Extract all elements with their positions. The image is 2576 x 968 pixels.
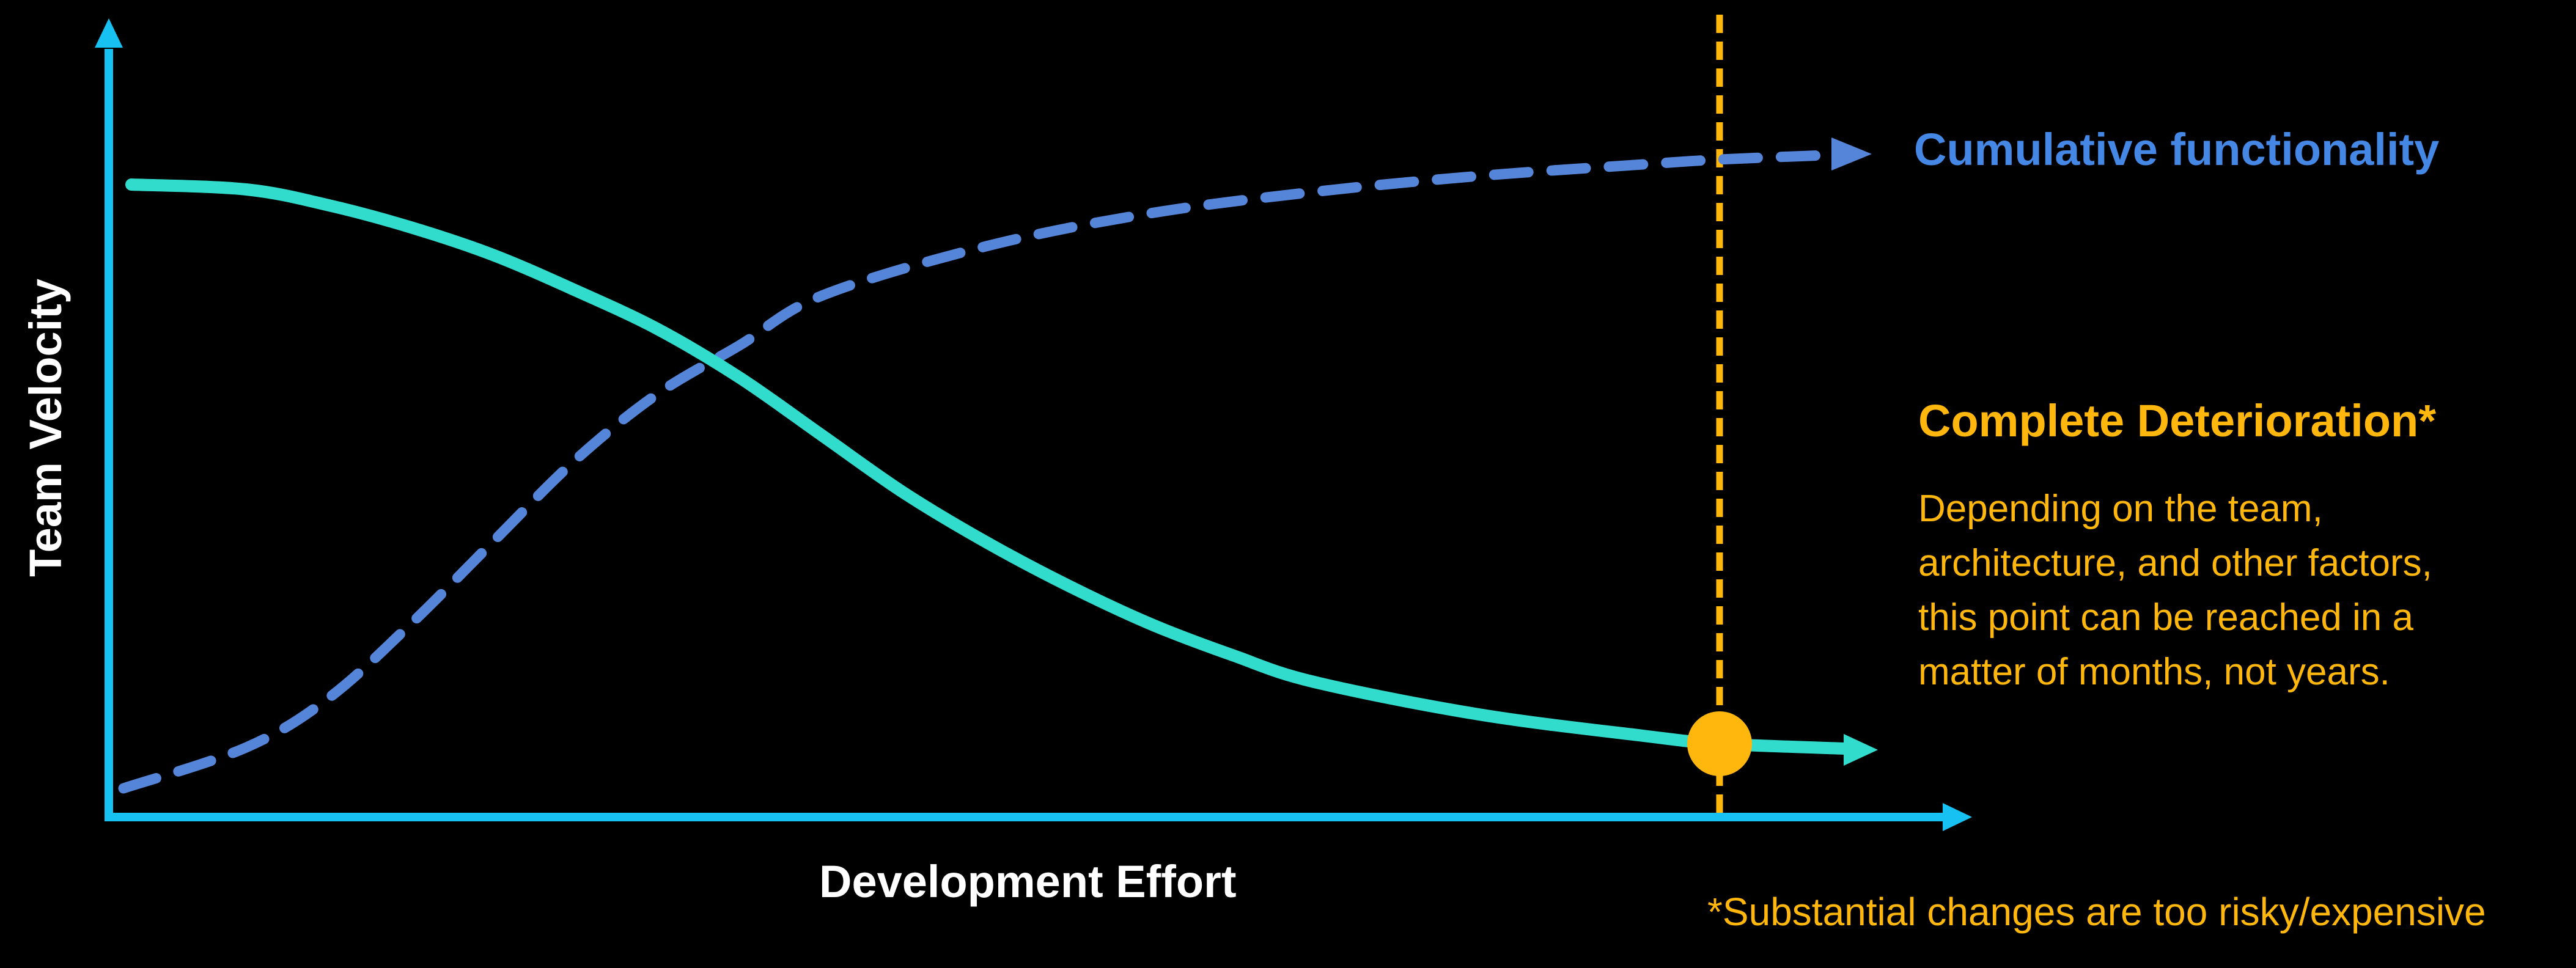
- cumulative-functionality-label: Cumulative functionality: [1914, 124, 2440, 175]
- functionality-curve: [118, 150, 1830, 794]
- velocity-curve: [125, 178, 1852, 755]
- deterioration-body-line: architecture, and other factors,: [1918, 542, 2432, 584]
- deterioration-body-line: matter of months, not years.: [1918, 651, 2390, 693]
- y-axis-label: Team Velocity: [20, 278, 71, 578]
- functionality-arrowhead: [1831, 138, 1872, 170]
- y-axis-arrowhead: [95, 18, 123, 48]
- deterioration-body-line: Depending on the team,: [1918, 488, 2323, 530]
- velocity-arrowhead: [1844, 734, 1878, 766]
- footnote: *Substantial changes are too risky/expen…: [1707, 890, 2486, 934]
- x-axis-label: Development Effort: [819, 856, 1237, 907]
- x-axis-arrowhead: [1943, 803, 1972, 831]
- deterioration-title: Complete Deterioration*: [1918, 395, 2437, 446]
- deterioration-body: Depending on the team, architecture, and…: [1918, 482, 2432, 699]
- deterioration-body-line: this point can be reached in a: [1918, 596, 2413, 639]
- deterioration-dot: [1687, 711, 1752, 776]
